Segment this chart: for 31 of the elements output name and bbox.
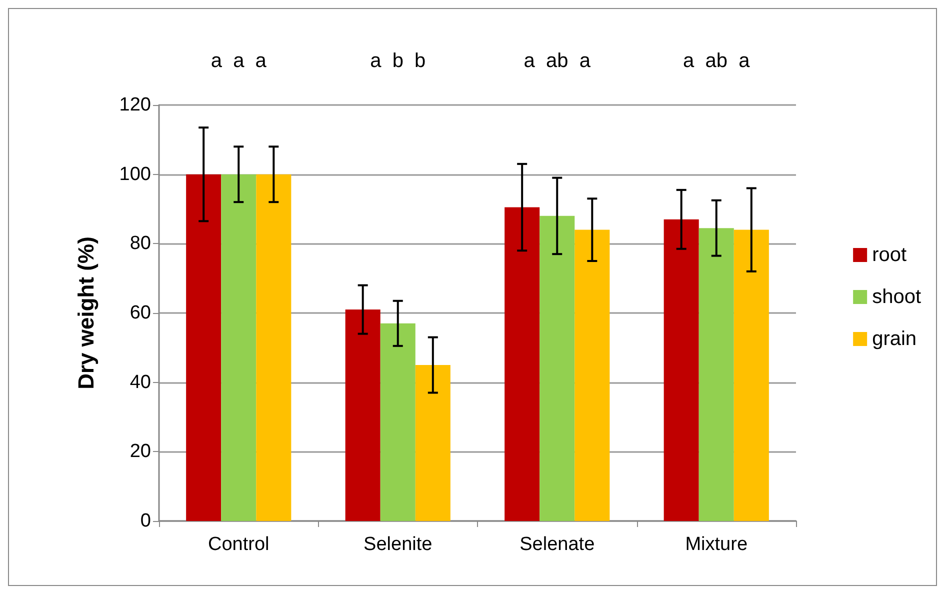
bar <box>574 230 610 521</box>
bar <box>415 365 450 521</box>
y-tick-label: 40 <box>130 372 151 393</box>
bar <box>256 174 292 521</box>
bar <box>221 174 256 521</box>
bar <box>698 228 734 521</box>
legend-label: shoot <box>872 286 922 308</box>
text: a a a <box>210 50 268 72</box>
x-tick-label: Selenate <box>520 534 595 555</box>
text: a ab a <box>683 50 751 72</box>
y-tick-label: 80 <box>130 233 151 254</box>
y-axis-title: Dry weight (%) <box>74 236 98 390</box>
y-tick-label: 100 <box>119 164 151 185</box>
x-tick-label: Control <box>208 534 270 555</box>
bar <box>380 323 416 521</box>
bar <box>504 207 540 521</box>
x-tick-label: Mixture <box>685 534 748 555</box>
x-tick-label: Selenite <box>364 534 432 555</box>
y-tick-label: 120 <box>119 94 151 116</box>
legend-label: grain <box>872 328 917 350</box>
bar <box>664 219 699 521</box>
y-tick-label: 60 <box>130 302 151 324</box>
bar <box>540 216 575 521</box>
bar <box>186 174 222 521</box>
text: a ab a <box>524 50 592 72</box>
bar <box>345 310 380 521</box>
y-tick-label: 0 <box>140 510 151 532</box>
y-tick-label: 20 <box>130 441 151 462</box>
bar <box>734 230 769 521</box>
text: a b b <box>370 50 426 72</box>
legend-label: root <box>872 244 907 266</box>
